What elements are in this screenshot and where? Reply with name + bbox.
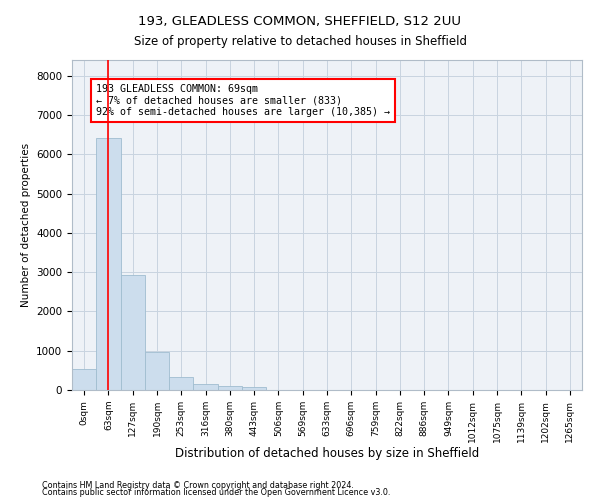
Y-axis label: Number of detached properties: Number of detached properties <box>20 143 31 307</box>
Bar <box>242 388 266 390</box>
Bar <box>72 369 96 390</box>
Text: 193, GLEADLESS COMMON, SHEFFIELD, S12 2UU: 193, GLEADLESS COMMON, SHEFFIELD, S12 2U… <box>139 15 461 28</box>
X-axis label: Distribution of detached houses by size in Sheffield: Distribution of detached houses by size … <box>175 448 479 460</box>
Bar <box>121 276 145 390</box>
Text: 193 GLEADLESS COMMON: 69sqm
← 7% of detached houses are smaller (833)
92% of sem: 193 GLEADLESS COMMON: 69sqm ← 7% of deta… <box>96 84 390 117</box>
Bar <box>96 138 121 390</box>
Text: Contains public sector information licensed under the Open Government Licence v3: Contains public sector information licen… <box>42 488 391 497</box>
Bar <box>169 377 193 390</box>
Bar <box>193 384 218 390</box>
Text: Contains HM Land Registry data © Crown copyright and database right 2024.: Contains HM Land Registry data © Crown c… <box>42 480 354 490</box>
Text: Size of property relative to detached houses in Sheffield: Size of property relative to detached ho… <box>133 35 467 48</box>
Bar <box>218 386 242 390</box>
Bar <box>145 352 169 390</box>
